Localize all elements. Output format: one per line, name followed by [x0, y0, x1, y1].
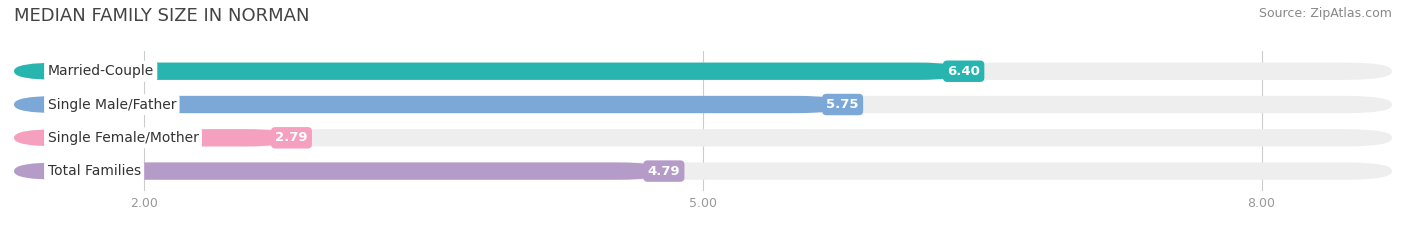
FancyBboxPatch shape	[14, 162, 664, 180]
Text: Married-Couple: Married-Couple	[48, 64, 153, 78]
FancyBboxPatch shape	[14, 63, 963, 80]
FancyBboxPatch shape	[14, 96, 1392, 113]
Text: Total Families: Total Families	[48, 164, 141, 178]
Text: 6.40: 6.40	[948, 65, 980, 78]
Text: MEDIAN FAMILY SIZE IN NORMAN: MEDIAN FAMILY SIZE IN NORMAN	[14, 7, 309, 25]
Text: Single Male/Father: Single Male/Father	[48, 98, 176, 112]
FancyBboxPatch shape	[14, 129, 291, 147]
Text: Source: ZipAtlas.com: Source: ZipAtlas.com	[1258, 7, 1392, 20]
FancyBboxPatch shape	[14, 63, 1392, 80]
Text: 4.79: 4.79	[648, 164, 681, 178]
Text: 5.75: 5.75	[827, 98, 859, 111]
FancyBboxPatch shape	[14, 162, 1392, 180]
FancyBboxPatch shape	[14, 96, 842, 113]
Text: Single Female/Mother: Single Female/Mother	[48, 131, 198, 145]
FancyBboxPatch shape	[14, 129, 1392, 147]
Text: 2.79: 2.79	[276, 131, 308, 144]
